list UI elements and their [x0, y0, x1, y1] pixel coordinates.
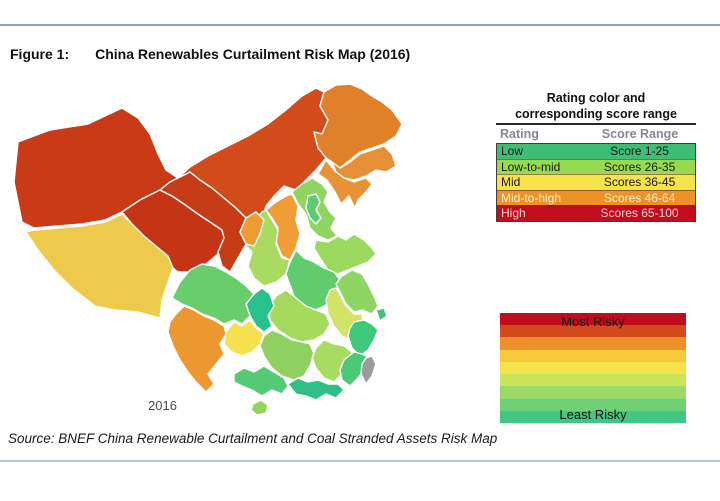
province-zhejiang — [347, 319, 379, 357]
province-guangdong — [287, 377, 345, 401]
province-guizhou — [223, 319, 265, 357]
legend-range-label: Scores 26-35 — [603, 159, 676, 174]
risk-scale: Most Risky Least Risky — [500, 313, 686, 423]
source-line: Source: BNEF China Renewable Curtailment… — [8, 431, 498, 446]
figure-title: China Renewables Curtailment Risk Map (2… — [95, 46, 411, 62]
legend-range-label: Score 1-25 — [610, 144, 669, 158]
province-hainan — [250, 399, 269, 416]
risk-scale-band — [500, 313, 686, 326]
rating-legend-table: Rating color and corresponding score ran… — [496, 90, 696, 222]
province-fujian — [339, 351, 371, 387]
legend-rating-label: High — [501, 206, 526, 221]
legend-rows: Low Score 1-25 Low-to-mid Scores 26-35 M… — [496, 143, 696, 222]
top-divider — [0, 24, 720, 26]
province-ningxia — [239, 211, 265, 247]
province-taiwan — [360, 355, 377, 385]
province-hunan — [259, 329, 315, 381]
legend-rating-label: Mid — [501, 175, 521, 190]
risk-scale-band — [500, 398, 686, 411]
legend-range-label: Scores 65-100 — [600, 206, 679, 221]
legend-title-line1: Rating color and — [546, 91, 646, 105]
risk-scale-band — [500, 337, 686, 350]
legend-row-low-to-mid: Low-to-mid Scores 26-35 — [497, 158, 695, 175]
province-heilongjiang — [313, 83, 403, 169]
legend-rating-label: Low-to-mid — [501, 159, 561, 174]
legend-title-line2: corresponding score range — [515, 107, 677, 121]
china-choropleth-map — [10, 82, 480, 422]
least-risky-label: Least Risky — [559, 407, 627, 422]
province-guangxi — [233, 365, 289, 397]
province-jiangsu — [335, 269, 379, 315]
legend-row-high: High Scores 65-100 — [497, 205, 695, 221]
risk-scale-bands — [500, 313, 686, 423]
legend-range-label: Scores 46-64 — [603, 190, 676, 205]
province-chongqing — [245, 287, 275, 333]
risk-scale-band — [500, 410, 686, 423]
legend-header-rating: Rating — [500, 127, 539, 141]
legend-row-low: Low Score 1-25 — [497, 144, 695, 159]
legend-header-row: Rating Score Range — [496, 125, 696, 143]
province-tibet — [25, 213, 174, 319]
risk-scale-band — [500, 325, 686, 338]
province-shandong — [313, 233, 377, 275]
risk-scale-band — [500, 374, 686, 387]
legend-title: Rating color and corresponding score ran… — [496, 90, 696, 125]
risk-scale-band — [500, 361, 686, 375]
province-liaoning — [317, 159, 373, 209]
legend-rating-label: Low — [501, 144, 524, 158]
legend-row-mid: Mid Scores 36-45 — [497, 174, 695, 190]
risk-scale-band — [500, 349, 686, 362]
province-hubei — [267, 289, 331, 343]
legend-row-mid-to-high: Mid-to-high Scores 46-64 — [497, 189, 695, 206]
province-beijing-tianjin — [305, 193, 322, 225]
legend-header-range: Score Range — [601, 127, 679, 141]
figure-label: Figure 1: — [10, 46, 70, 62]
legend-rating-label: Mid-to-high — [501, 190, 562, 205]
province-yunnan — [167, 305, 227, 393]
figure-title-row: Figure 1: China Renewables Curtailment Ri… — [10, 46, 410, 62]
risk-scale-band — [500, 386, 686, 399]
province-shanghai — [375, 307, 388, 322]
china-map-svg — [13, 83, 403, 416]
map-year-label: 2016 — [148, 398, 177, 413]
bottom-divider — [0, 460, 720, 462]
most-risky-label: Most Risky — [561, 314, 625, 329]
legend-range-label: Scores 36-45 — [603, 175, 676, 190]
